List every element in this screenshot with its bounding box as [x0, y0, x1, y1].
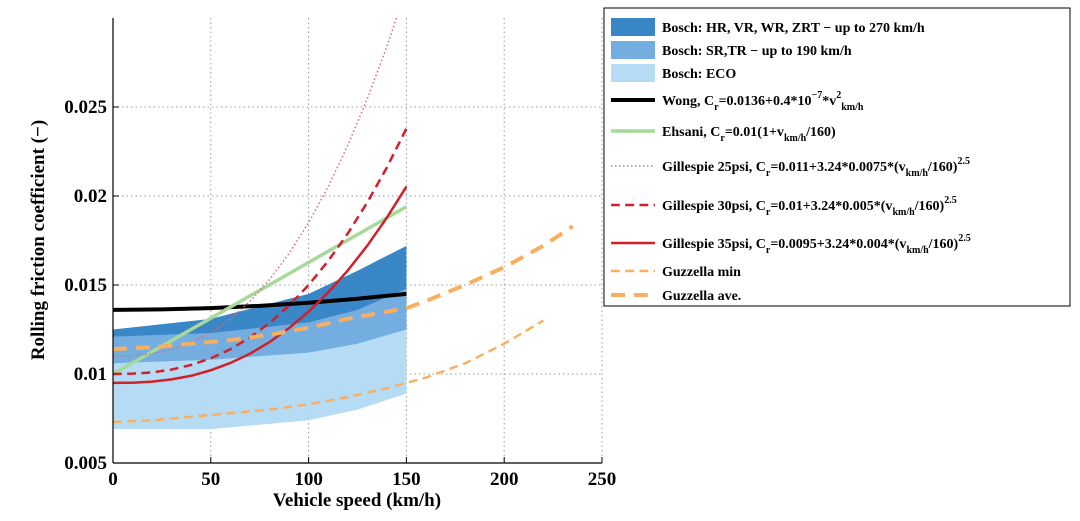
line [113, 18, 398, 357]
legend-swatch [611, 41, 655, 59]
legend-swatch [611, 18, 655, 36]
y-tick-label: 0.01 [74, 364, 107, 385]
legend-label-part: Gillespie 25psi, C [662, 160, 766, 175]
legend-label: Bosch: HR, VR, WR, ZRT − up to 270 km/h [662, 21, 925, 36]
legend-label: Bosch: SR,TR − up to 190 km/h [662, 44, 852, 59]
legend-label-part: km/h [784, 133, 807, 144]
legend-label-part: /160) [805, 125, 836, 140]
legend-label-part: Guzzella min [662, 265, 741, 280]
legend-label-part: Bosch: HR, VR, WR, ZRT − up to 270 km/h [662, 21, 925, 36]
legend-label-part: =0.0136+0.4*10 [719, 94, 812, 109]
legend-label-part: −7 [812, 90, 823, 101]
band [113, 329, 407, 430]
legend-label: Wong, Cr=0.0136+0.4*10−7*v2km/h [662, 90, 864, 113]
y-tick-label: 0.005 [64, 453, 107, 474]
y-tick-label: 0.015 [64, 275, 107, 296]
x-tick-label: 250 [588, 469, 617, 490]
legend-label-part: km/h [841, 102, 864, 113]
legend-box [603, 7, 1071, 307]
legend-label-part: /160) [927, 160, 958, 175]
legend-label: Bosch: ECO [662, 67, 736, 82]
x-tick-label: 200 [490, 469, 519, 490]
legend-label-part: =0.0095+3.24*0.004*(v [770, 237, 906, 252]
legend-label: Gillespie 25psi, Cr=0.011+3.24*0.0075*(v… [662, 156, 970, 179]
legend-label-part: r [766, 168, 771, 179]
legend-label-part: =0.01+3.24*0.005*(v [770, 199, 892, 214]
line [113, 291, 407, 312]
legend-label-part: Bosch: SR,TR − up to 190 km/h [662, 44, 852, 59]
legend-label-part: 2.5 [958, 233, 971, 244]
legend-label-part: *v [822, 94, 836, 109]
x-tick-label: 50 [201, 469, 220, 490]
y-axis-title: Rolling friction coefficient (−) [28, 120, 49, 360]
y-tick-label: 0.02 [74, 186, 107, 207]
legend-label-part: 2.5 [957, 156, 970, 167]
legend-label: Ehsani, Cr=0.01(1+vkm/h/160) [662, 125, 836, 144]
legend-label-part: Guzzella ave. [662, 289, 741, 304]
legend-label-part: Gillespie 30psi, C [662, 199, 766, 214]
legend-label-part: =0.01(1+v [725, 125, 784, 140]
legend-label: Guzzella min [662, 265, 741, 280]
legend-label-part: 2.5 [944, 195, 957, 206]
legend-label: Gillespie 30psi, Cr=0.01+3.24*0.005*(vkm… [662, 195, 957, 218]
line [113, 127, 408, 376]
legend-label-part: Bosch: ECO [662, 67, 736, 82]
x-tick-label: 100 [294, 469, 323, 490]
x-axis-title: Vehicle speed (km/h) [273, 490, 441, 511]
legend-label-part: km/h [892, 207, 915, 218]
line [113, 185, 408, 385]
line [113, 319, 544, 424]
y-tick-label: 0.025 [64, 97, 107, 118]
legend-label-part: r [766, 207, 771, 218]
legend-label: Guzzella ave. [662, 289, 741, 304]
x-tick-label: 0 [108, 469, 118, 490]
legend-label-part: Ehsani, C [662, 125, 720, 140]
legend-label-part: Gillespie 35psi, C [662, 237, 766, 252]
x-tick-label: 150 [392, 469, 421, 490]
line [113, 224, 574, 352]
legend-swatch [611, 64, 655, 82]
legend-label-part: =0.011+3.24*0.0075*(v [770, 160, 905, 175]
legend-label-part: 2 [836, 90, 841, 101]
legend-label-part: r [720, 133, 725, 144]
legend-label-part: /160) [914, 199, 945, 214]
legend-label-part: Wong, C [662, 94, 714, 109]
legend-label-part: km/h [906, 168, 929, 179]
legend-label-part: km/h [906, 245, 929, 256]
legend-label-part: r [766, 245, 771, 256]
legend-label: Gillespie 35psi, Cr=0.0095+3.24*0.004*(v… [662, 233, 971, 256]
legend-label-part: r [714, 102, 719, 113]
legend-label-part: /160) [928, 237, 959, 252]
